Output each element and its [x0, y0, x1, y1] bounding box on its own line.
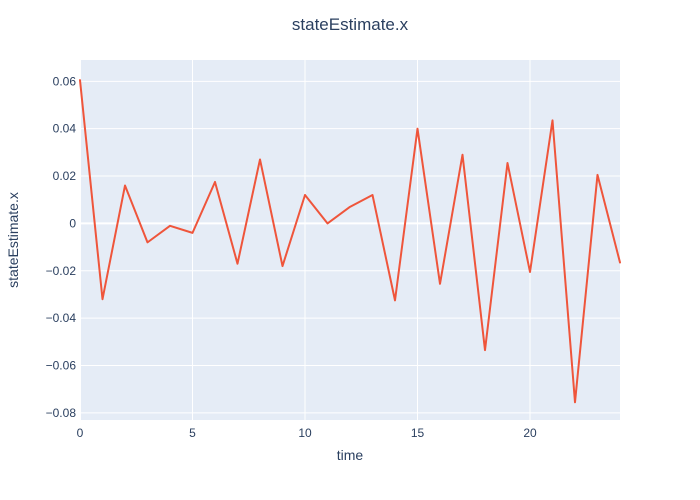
x-tick-label: 15	[411, 426, 425, 440]
series-layer	[79, 79, 621, 404]
x-tick-label: 10	[298, 426, 312, 440]
y-tick-label: 0.02	[53, 169, 77, 183]
x-axis-title: time	[337, 447, 364, 463]
y-axis-title: stateEstimate.x	[5, 192, 21, 288]
y-tick-label: −0.08	[46, 406, 77, 420]
y-tick-label: −0.02	[46, 264, 77, 278]
y-tick-label: −0.04	[46, 311, 77, 325]
y-tick-label: −0.06	[46, 359, 77, 373]
x-tick-label: 20	[523, 426, 537, 440]
y-axis-ticks: −0.08 −0.06 −0.04 −0.02 0 0.02 0.04 0.06	[46, 74, 77, 420]
y-tick-label: 0.04	[53, 122, 77, 136]
chart-title: stateEstimate.x	[292, 15, 409, 34]
x-tick-label: 5	[189, 426, 196, 440]
x-tick-label: 0	[77, 426, 84, 440]
series-line	[79, 79, 621, 404]
y-tick-label: 0	[69, 216, 76, 230]
gridlines	[79, 60, 620, 420]
x-axis-ticks: 0 5 10 15 20	[77, 426, 537, 440]
y-tick-label: 0.06	[53, 74, 77, 88]
